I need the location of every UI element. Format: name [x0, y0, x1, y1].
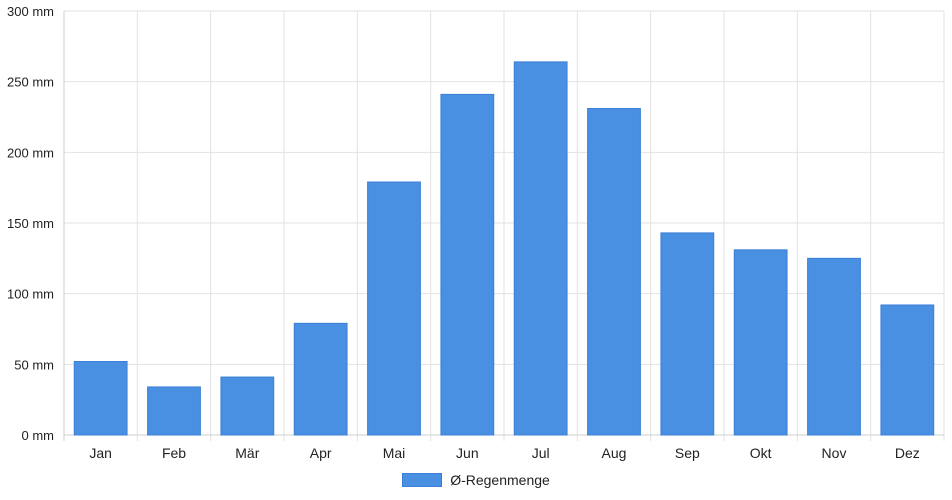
legend: Ø-Regenmenge: [0, 472, 952, 488]
x-tick-label: Feb: [162, 445, 186, 461]
bar-jul: [513, 61, 568, 436]
y-tick-label: 50 mm: [14, 357, 54, 372]
bar-apr: [293, 322, 348, 436]
x-tick-label: Okt: [750, 445, 772, 461]
y-tick-label: 300 mm: [7, 4, 54, 19]
bar-mär: [220, 376, 275, 436]
bar-okt: [733, 249, 788, 436]
bar-jan: [73, 361, 128, 436]
y-tick-label: 150 mm: [7, 216, 54, 231]
y-tick-label: 100 mm: [7, 287, 54, 302]
bar-dez: [880, 304, 935, 436]
x-tick-label: Aug: [602, 445, 627, 461]
bar-jun: [440, 93, 495, 436]
x-tick-label: Jul: [532, 445, 550, 461]
x-tick-label: Mär: [235, 445, 259, 461]
x-tick-label: Jan: [89, 445, 112, 461]
bar-aug: [587, 108, 641, 436]
x-tick-label: Apr: [310, 445, 332, 461]
y-tick-label: 200 mm: [7, 145, 54, 160]
bar-chart: 0 mm 50 mm 100 mm 150 mm 200 mm 250 mm 300 mm J…: [7, 4, 945, 461]
legend-label: Ø-Regenmenge: [450, 472, 550, 488]
x-tick-label: Mai: [383, 445, 406, 461]
x-tick-label: Jun: [456, 445, 479, 461]
legend-swatch: [402, 473, 443, 487]
y-tick-label: 250 mm: [7, 75, 54, 90]
x-tick-label: Nov: [822, 445, 847, 461]
bar-mai: [367, 181, 421, 436]
bar-sep: [660, 232, 715, 436]
bar-nov: [807, 257, 861, 436]
y-tick-label: 0 mm: [22, 428, 55, 443]
x-tick-label: Dez: [895, 445, 920, 461]
x-tick-label: Sep: [675, 445, 700, 461]
bar-feb: [147, 386, 201, 436]
